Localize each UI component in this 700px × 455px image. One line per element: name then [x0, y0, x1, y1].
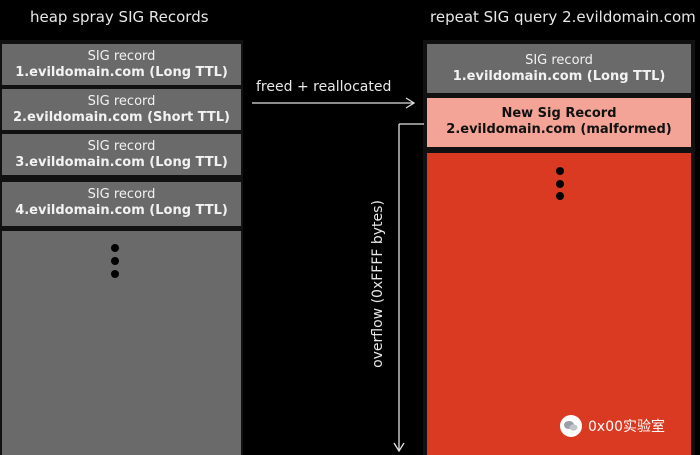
right-record-1: SIG record 1.evildomain.com (Long TTL): [427, 44, 691, 93]
overflow-region: [427, 153, 691, 455]
watermark: 0x00实验室: [560, 415, 665, 437]
ellipsis-dot: [111, 257, 119, 265]
record-domain: 3.evildomain.com (Long TTL): [15, 155, 228, 170]
left-title: heap spray SIG Records: [30, 8, 209, 26]
left-remaining-heap: [2, 231, 241, 455]
record-label: SIG record: [87, 49, 156, 64]
record-domain: 1.evildomain.com (Long TTL): [15, 65, 228, 80]
overflow-label: overflow (0xFFFF bytes): [370, 200, 386, 368]
ellipsis-dot: [556, 180, 564, 188]
ellipsis-dot: [111, 270, 119, 278]
new-record-label: New Sig Record: [501, 106, 617, 121]
record-domain: 1.evildomain.com (Long TTL): [452, 69, 666, 84]
record-label: SIG record: [87, 139, 156, 154]
left-record-3: SIG record 3.evildomain.com (Long TTL): [2, 134, 241, 175]
ellipsis-dot: [556, 192, 564, 200]
left-record-4: SIG record 4.evildomain.com (Long TTL): [2, 182, 241, 226]
left-record-2: SIG record 2.evildomain.com (Short TTL): [2, 89, 241, 130]
right-arrow-icon: [252, 97, 416, 109]
record-label: SIG record: [87, 187, 156, 202]
watermark-text: 0x00实验室: [588, 419, 666, 435]
record-domain: 2.evildomain.com (Short TTL): [12, 110, 230, 125]
right-title: repeat SIG query 2.evildomain.com: [430, 8, 696, 26]
left-record-1: SIG record 1.evildomain.com (Long TTL): [2, 44, 241, 85]
wechat-icon: [560, 415, 582, 437]
ellipsis-dot: [111, 244, 119, 252]
ellipsis-dot: [556, 167, 564, 175]
record-domain: 4.evildomain.com (Long TTL): [15, 203, 228, 218]
new-record-domain: 2.evildomain.com (malformed): [446, 122, 672, 137]
record-label: SIG record: [87, 94, 156, 109]
overflow-arrow-icon: [393, 123, 424, 453]
arrow-label: freed + reallocated: [256, 79, 392, 95]
new-sig-record: New Sig Record 2.evildomain.com (malform…: [427, 98, 691, 147]
record-label: SIG record: [525, 53, 593, 68]
